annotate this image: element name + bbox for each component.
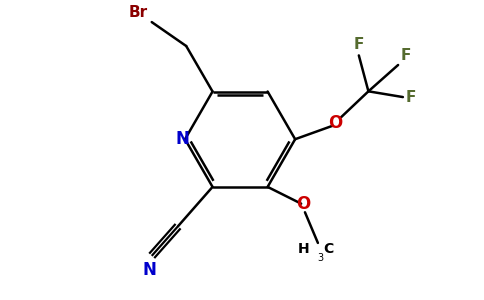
Text: N: N	[176, 130, 190, 148]
Text: F: F	[354, 37, 364, 52]
Text: H: H	[298, 242, 309, 256]
Text: F: F	[405, 90, 416, 105]
Text: O: O	[296, 195, 311, 213]
Text: Br: Br	[129, 5, 148, 20]
Text: F: F	[400, 48, 411, 63]
Text: N: N	[142, 261, 156, 279]
Text: C: C	[324, 242, 334, 256]
Text: O: O	[328, 114, 342, 132]
Text: 3: 3	[317, 254, 323, 263]
